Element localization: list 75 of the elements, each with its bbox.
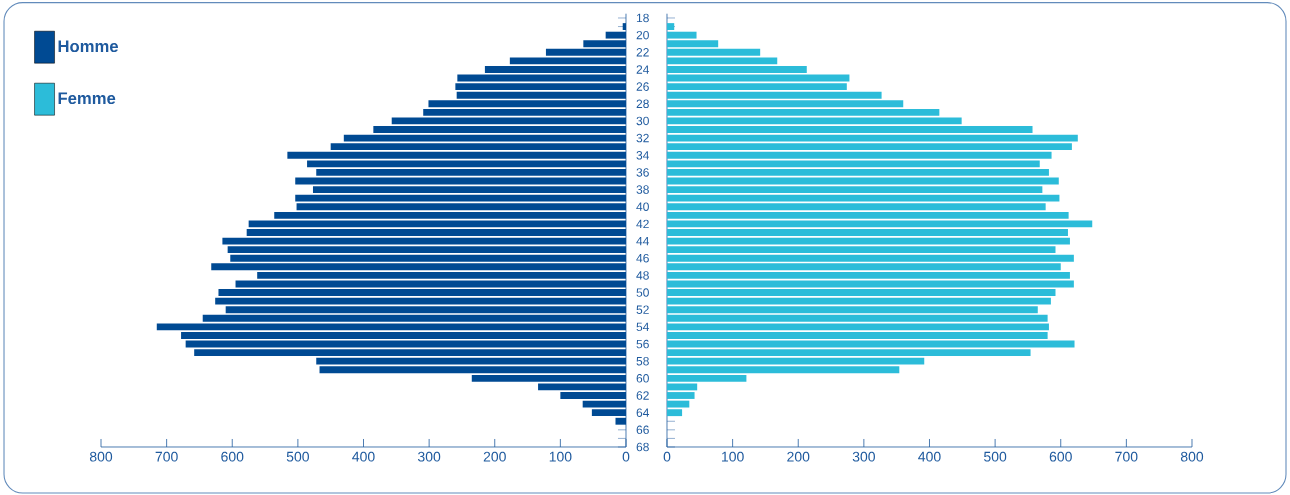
bar [667, 108, 940, 116]
y-tick-label: 18 [636, 13, 649, 23]
x-tick-label: 500 [984, 451, 1007, 462]
y-tick-label: 20 [636, 30, 649, 40]
bar [667, 186, 1043, 194]
y-tick-label: 44 [636, 236, 650, 246]
y-tick-label: 40 [636, 202, 649, 211]
y-tick-label: 38 [636, 185, 649, 194]
bar [667, 289, 1056, 296]
x-tick-label: 0 [663, 451, 671, 462]
x-tick-label: 700 [155, 451, 178, 462]
x-tick-label: 300 [852, 451, 875, 462]
bar [194, 349, 626, 357]
x-tick-label: 500 [286, 451, 309, 462]
bar [667, 66, 807, 73]
x-tick-label: 300 [417, 451, 441, 462]
legend-label: Homme [58, 40, 119, 53]
y-tick-label: 48 [636, 271, 649, 280]
y-tick-label: 66 [636, 425, 649, 435]
bar [667, 271, 1070, 279]
y-tick-label: 34 [636, 151, 650, 160]
bar [312, 186, 626, 194]
bar [181, 332, 626, 339]
x-tick-label: 100 [722, 451, 744, 462]
legend-label: Femme [58, 92, 116, 105]
y-tick-label: 32 [636, 133, 649, 143]
y-tick-label: 30 [636, 116, 649, 126]
y-tick-label: 60 [636, 374, 649, 383]
x-tick-label: 400 [918, 451, 941, 462]
bar [455, 83, 626, 91]
y-tick-label: 42 [636, 219, 649, 229]
x-tick-label: 600 [1049, 451, 1072, 462]
y-tick-label: 58 [636, 356, 649, 366]
y-tick-label: 62 [636, 391, 649, 400]
x-tick-label: 100 [549, 451, 572, 462]
y-tick-label: 26 [636, 82, 649, 91]
bar [484, 66, 626, 73]
bar [622, 23, 626, 30]
bar [218, 289, 626, 296]
y-tick-label: 68 [636, 442, 649, 452]
y-tick-label: 36 [636, 168, 649, 177]
bar [667, 332, 1048, 339]
y-tick-label: 56 [636, 339, 649, 349]
bar [423, 108, 626, 116]
y-tick-label: 54 [636, 322, 650, 332]
y-tick-label: 64 [636, 408, 650, 417]
y-tick-label: 28 [636, 99, 649, 109]
bar [667, 83, 847, 91]
bar [667, 126, 1033, 133]
bar [667, 23, 675, 30]
y-tick-label: 46 [636, 253, 649, 263]
x-tick-label: 800 [1180, 451, 1204, 462]
x-tick-label: 0 [622, 451, 630, 462]
bar [227, 246, 626, 254]
bar [667, 168, 1049, 176]
bar [667, 229, 1068, 236]
x-tick-label: 700 [1115, 451, 1138, 462]
x-tick-label: 200 [787, 451, 810, 462]
y-tick-label: 24 [636, 65, 650, 74]
y-tick-label: 22 [636, 48, 649, 57]
bar [667, 246, 1056, 254]
x-tick-label: 800 [89, 451, 113, 462]
x-tick-label: 200 [483, 451, 506, 462]
y-tick-label: 52 [636, 305, 649, 314]
bar [667, 392, 695, 399]
bar [560, 392, 626, 399]
y-tick-label: 50 [636, 288, 649, 297]
bar [257, 271, 626, 279]
x-tick-label: 600 [221, 451, 244, 462]
bar [316, 168, 626, 176]
bar [373, 126, 626, 133]
bar [667, 349, 1031, 357]
x-tick-label: 400 [352, 451, 375, 462]
bar [246, 229, 626, 236]
bar [615, 417, 626, 425]
